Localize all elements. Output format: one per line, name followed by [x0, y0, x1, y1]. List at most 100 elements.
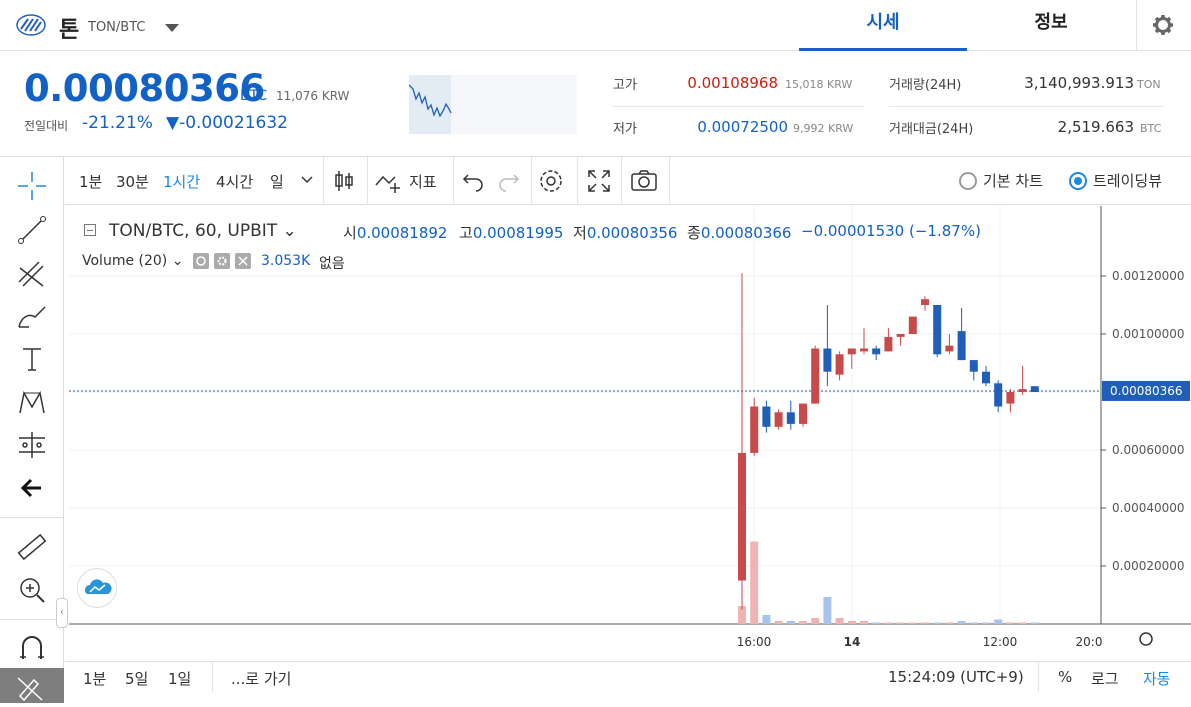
magnet-tool[interactable] [15, 631, 49, 665]
arrow-left-icon [20, 478, 41, 498]
candle-body [847, 348, 856, 355]
candlestick-icon[interactable] [328, 165, 360, 197]
clock-display[interactable]: 15:24:09 (UTC+9) [888, 668, 1024, 686]
tools-divider [0, 619, 64, 620]
indicator-icon[interactable] [373, 165, 405, 197]
basic-chart-radio[interactable] [959, 172, 977, 190]
zoom-tool[interactable] [15, 573, 49, 607]
toolbar-divider [323, 157, 324, 205]
candle-body [969, 360, 978, 372]
volume-bar [774, 621, 783, 624]
volume-study-title[interactable]: Volume (20) ⌄ [82, 253, 184, 269]
pattern-tool[interactable] [15, 385, 49, 419]
tradingview-label[interactable]: 트레이딩뷰 [1093, 172, 1163, 190]
candle-body [896, 334, 905, 337]
x-tick-label: 20:0 [1076, 635, 1103, 649]
tradingview-logo[interactable] [77, 568, 117, 608]
candle-body [921, 299, 929, 305]
trend-line-icon [18, 216, 46, 244]
candle-body [1018, 389, 1027, 392]
candle-body [823, 348, 832, 372]
log-scale-button[interactable]: 로그 [1091, 670, 1119, 688]
crosshair-tool[interactable] [15, 169, 49, 203]
legend-open: 시0.00081892 [343, 224, 448, 242]
current-price-tag [1102, 380, 1190, 401]
toolbar-divider [531, 157, 532, 205]
low-krw: 9,992 KRW [793, 122, 854, 135]
fib-tool[interactable] [15, 256, 49, 290]
pattern-icon [19, 390, 45, 414]
volume-bar [823, 597, 832, 624]
chevron-down-icon[interactable] [301, 175, 313, 185]
timeframe-4h[interactable]: 4시간 [216, 173, 254, 191]
trend-line-tool[interactable] [15, 213, 49, 247]
candle-body [1030, 386, 1039, 392]
gear-icon[interactable] [535, 165, 567, 197]
tab-info[interactable]: 정보 [1034, 12, 1068, 33]
hide-drawings-button[interactable] [0, 668, 64, 703]
undo-icon[interactable] [458, 165, 490, 197]
collapse-toolbar-button[interactable]: ‹ [56, 598, 68, 628]
x-tick-label: 16:00 [737, 635, 772, 649]
bottom-divider [212, 662, 213, 692]
fullscreen-icon[interactable] [583, 165, 615, 197]
range-1m[interactable]: 1분 [83, 670, 107, 688]
ruler-tool[interactable] [15, 530, 49, 564]
amount-value: 2,519.663 [1057, 118, 1134, 136]
auto-scale-button[interactable]: 자동 [1143, 670, 1171, 688]
amount-label: 거래대금(24H) [889, 122, 974, 137]
volume-bar [1030, 622, 1039, 624]
coin-dropdown-icon[interactable] [165, 24, 179, 32]
camera-icon[interactable] [628, 165, 660, 197]
coin-name: 톤 [59, 18, 80, 43]
price-chart[interactable]: 0.00120000 0.00100000 0.00060000 0.00040000… [69, 206, 1191, 661]
tradingview-cloud-icon [85, 579, 112, 594]
range-1d[interactable]: 1일 [168, 670, 192, 688]
timeframe-day[interactable]: 일 [270, 173, 284, 191]
collapse-legend-icon[interactable] [84, 224, 96, 236]
axis-settings-icon [1139, 632, 1153, 646]
price-unit: BTC [240, 88, 268, 104]
text-tool[interactable] [15, 342, 49, 376]
volume-bar [1018, 622, 1027, 624]
text-icon [23, 348, 41, 371]
timeframe-30m[interactable]: 30분 [116, 173, 149, 191]
volume-value: 3,140,993.913 [1024, 74, 1134, 92]
back-tool[interactable] [15, 471, 49, 505]
candle-body [884, 336, 893, 352]
tab-quote[interactable]: 시세 [799, 0, 967, 51]
current-price-label: 0.00080366 [1110, 384, 1183, 398]
candle-body [994, 383, 1003, 407]
timeframe-1h[interactable]: 1시간 [163, 173, 201, 191]
range-5d[interactable]: 5일 [125, 670, 149, 688]
volume-bar [847, 621, 856, 624]
candle-body [738, 452, 746, 581]
change-absolute: ▼-0.00021632 [166, 113, 288, 133]
volume-bar [786, 621, 795, 624]
study-controls-icon[interactable] [193, 253, 251, 269]
tradingview-radio[interactable] [1069, 172, 1087, 190]
percent-scale-button[interactable]: % [1058, 668, 1073, 686]
measure-tool[interactable] [15, 428, 49, 462]
basic-chart-label[interactable]: 기본 차트 [983, 172, 1043, 190]
settings-button[interactable] [1136, 0, 1191, 51]
volume-bar [921, 622, 929, 624]
indicators-button[interactable]: 지표 [409, 173, 437, 191]
redo-icon[interactable] [492, 165, 524, 197]
bottom-divider [1038, 662, 1039, 692]
brush-tool[interactable] [15, 299, 49, 333]
x-tick-label: 12:00 [983, 635, 1018, 649]
ruler-icon [17, 533, 47, 561]
goto-date-button[interactable]: ...로 가기 [231, 670, 292, 688]
candle-body [872, 348, 881, 355]
price-summary: 0.00080366 BTC 11,076 KRW 전일대비 -21.21% ▼… [0, 51, 1191, 157]
upbit-logo-icon [16, 14, 46, 36]
chart-symbol-title[interactable]: TON/BTC, 60, UPBIT ⌄ [109, 221, 297, 241]
timeframe-1m[interactable]: 1분 [79, 173, 103, 191]
volume-bar [1006, 622, 1015, 624]
candle-body [835, 354, 844, 375]
amount-unit: BTC [1140, 122, 1162, 135]
toolbar-divider [577, 157, 578, 205]
y-tick-label: 0.00120000 [1112, 269, 1185, 283]
crosshair-icon [18, 172, 46, 200]
